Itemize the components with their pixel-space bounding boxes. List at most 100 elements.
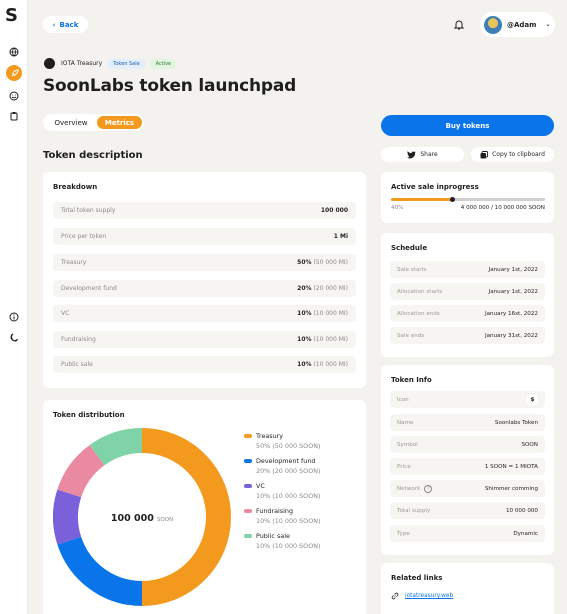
list-item: Sale ends January 31st, 2022 [390,327,545,344]
schedule-title: Schedule [391,244,428,252]
donut-center-unit: SOON [157,517,173,523]
legend-sub: 10% (10 000 SOON) [256,492,321,500]
progress-marker [450,197,456,202]
row-sub: (10 000 MI) [313,336,348,343]
breakdown-card: Breakdown Total token supply 100 000 Pric… [43,172,366,388]
copy-to-clipboard-button[interactable]: Copy to clipboard [471,147,554,162]
item-value: SOON [521,441,538,448]
table-row: Price per token 1 Mi [53,228,356,245]
item-value: 1 SOON = 1 MIOTA [484,463,538,470]
info-icon[interactable] [6,309,22,325]
list-item: Network? Shimmer comming [390,480,545,497]
help-icon[interactable]: ? [424,484,433,493]
legend-sub: 50% (50 000 SOON) [256,442,321,450]
app-logo: S [5,5,18,26]
row-label: Total token supply [61,207,116,214]
item-label: Name [397,419,414,426]
donut-center-label: 100 000 SOON [111,513,173,524]
schedule-card: Schedule Sale starts January 1st, 2022 Al… [381,233,554,357]
row-label: Price per token [61,233,107,240]
globe-icon[interactable] [6,44,22,60]
active-sale-title: Active sale inprogress [391,183,479,191]
back-button[interactable]: ‹ Back [43,16,88,33]
legend-swatch [244,534,252,538]
bell-icon[interactable] [452,17,466,31]
row-sub: (20 000 MI) [313,285,348,292]
link-icon [391,592,399,600]
tab-metrics[interactable]: Metrics [97,116,142,129]
share-button[interactable]: Share [381,147,464,162]
token-icon: $ [527,394,538,405]
smile-icon[interactable] [6,88,22,104]
table-row: Public sale 10% (10 000 MI) [53,356,356,373]
chart-legend: Treasury 50% (50 000 SOON) Development fun… [244,431,321,556]
distribution-card: Token distribution 100 000 SOON Treasury 5… [43,400,366,614]
legend-item: Treasury 50% (50 000 SOON) [244,431,321,451]
progress-fill [391,198,453,201]
list-item: Price 1 SOON = 1 MIOTA [390,458,545,475]
clipboard-icon[interactable] [6,108,22,124]
donut-slice-treasury [141,428,231,606]
status-badge: Active [150,58,177,69]
item-label: Sale starts [397,266,427,273]
breadcrumb: IOTA Treasury Token Sale Active [44,58,177,69]
chevron-left-icon: ‹ [52,20,56,29]
legend-item: VC 10% (10 000 SOON) [244,481,321,501]
list-item: Name Soonlabs Token [390,414,545,431]
copy-icon [480,150,489,158]
chevron-down-icon: ⌄ [545,21,551,28]
progress-amount: 4 000 000 / 10 000 000 SOON [460,205,545,211]
project-logo [44,58,55,69]
legend-label: Development fund [256,457,316,465]
table-row: Development fund 20% (20 000 MI) [53,280,356,297]
active-sale-card: Active sale inprogress 40% 4 000 000 / 1… [381,172,554,223]
related-link-label: iotatreasury.web [405,593,454,599]
related-links-title: Related links [391,574,443,582]
legend-sub: 20% (20 000 SOON) [256,467,321,475]
distribution-title: Token distribution [53,411,125,419]
item-label: Icon [397,396,409,403]
row-sub: (10 000 MI) [313,361,348,368]
related-link[interactable]: iotatreasury.web [391,592,453,600]
item-label: Network [397,485,421,492]
page-title: SoonLabs token launchpad [43,76,297,96]
item-value: January 31st, 2022 [484,332,538,339]
row-label: Fundraising [61,336,96,343]
item-value: January 1st, 2022 [488,266,538,273]
related-links-card: Related links iotatreasury.web [381,563,554,614]
list-item: Icon $ [390,391,545,408]
user-name: @Adam [507,20,537,29]
tab-overview[interactable]: Overview [54,118,88,127]
item-value: Dynamic [513,530,538,537]
list-item: Allocation ends January 16st, 2022 [390,305,545,322]
legend-swatch [244,459,252,463]
item-value: Soonlabs Token [494,419,538,426]
row-sub: (50 000 MI) [313,259,348,266]
moon-icon[interactable] [6,330,22,346]
table-row: Fundraising 10% (10 000 MI) [53,331,356,348]
user-menu[interactable]: @Adam ⌄ [480,12,555,37]
rocket-icon[interactable] [6,65,22,81]
donut-slice-vc [53,489,82,545]
donut-slice-fundraising [57,444,105,498]
donut-center-value: 100 000 [111,513,154,524]
donut-slice-development-fund [57,536,143,606]
legend-label: VC [256,482,265,490]
distribution-donut-chart: 100 000 SOON [53,428,231,606]
row-value: 10% [297,310,312,317]
item-value: January 16st, 2022 [484,310,538,317]
buy-tokens-button[interactable]: Buy tokens [381,115,554,136]
legend-swatch [244,509,252,513]
item-label: Price [397,463,411,470]
tab-bar: Overview Metrics [43,114,144,131]
row-value: 10% [297,336,312,343]
row-value: 10% [297,361,312,368]
share-label: Share [420,151,438,158]
item-label: Symbol [397,441,418,448]
row-value: 20% [297,285,312,292]
legend-label: Public sale [256,532,290,540]
item-label: Allocation ends [397,310,440,317]
row-value: 50% [297,259,312,266]
main-content: ‹ Back @Adam ⌄ IOTA Treasury Token Sale … [28,0,567,614]
avatar [484,15,502,34]
